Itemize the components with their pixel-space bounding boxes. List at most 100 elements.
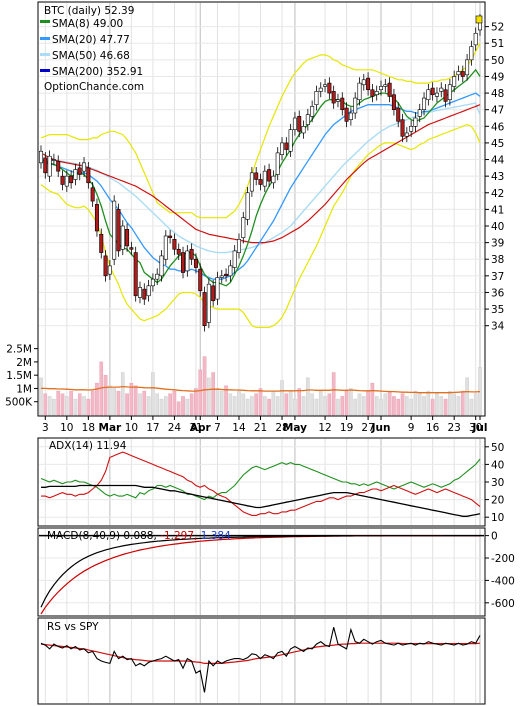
candle-body-72 — [348, 112, 353, 120]
candle-body-11 — [86, 167, 91, 184]
volume-bar-97 — [456, 396, 461, 416]
candle-body-33 — [181, 252, 186, 273]
macd-title: MACD(8,40,9) 0.088, -1.297, 1.384 — [47, 530, 231, 542]
price-tick-label-35: 35 — [491, 304, 504, 316]
candle-body-77 — [370, 89, 375, 97]
candle-body-64 — [314, 91, 319, 106]
rs-line — [40, 627, 481, 693]
candle-body-91 — [430, 87, 435, 96]
date-tick-label-14: 12 — [318, 422, 331, 434]
legend-label-sma200: SMA(200) 352.91 — [52, 66, 143, 78]
candle-body-70 — [340, 97, 345, 110]
adx-panel: 50 40 30 20 10 ADX(14) 11.94 — [37, 437, 504, 527]
candle-body-93 — [439, 87, 444, 92]
candle-body-81 — [387, 82, 392, 97]
price-tick-label-47: 47 — [491, 105, 504, 117]
volume-bar-22 — [133, 385, 138, 416]
macd-y-axis: 0 -200 -400 -600 — [485, 531, 515, 610]
volume-bar-78 — [374, 396, 379, 416]
volume-bar-12 — [90, 390, 95, 416]
candle-body-0 — [38, 150, 43, 164]
candle-body-13 — [94, 204, 99, 232]
macd-legend: MACD(8,40,9) 0.088, -1.297, 1.384 — [47, 530, 231, 542]
candle-body-101 — [473, 32, 478, 46]
volume-bar-98 — [460, 390, 465, 416]
candle-body-24 — [142, 288, 147, 300]
volume-bar-51 — [258, 388, 263, 416]
volume-bar-37 — [198, 369, 203, 416]
date-tick-label-17: Jun — [371, 422, 391, 434]
candle-body-53 — [267, 169, 272, 182]
candle-body-29 — [163, 235, 168, 260]
candle-body-49 — [249, 172, 254, 192]
volume-bar-96 — [452, 393, 456, 416]
date-tick-label-13: May — [283, 422, 307, 434]
candle-body-7 — [69, 175, 74, 184]
candle-body-5 — [60, 175, 65, 185]
candle-body-17 — [112, 200, 117, 260]
macd-histogram-value: 1.384 — [201, 530, 231, 542]
date-tick-label-11: 21 — [254, 422, 267, 434]
volume-bar-64 — [314, 398, 319, 416]
date-tick-label-0: 3 — [42, 422, 49, 434]
candle-body-79 — [379, 86, 384, 91]
volume-bar-75 — [361, 396, 366, 416]
macd-tick-label--600: -600 — [491, 598, 515, 610]
candle-body-40 — [211, 285, 216, 302]
volume-bar-38 — [202, 356, 207, 416]
volume-bar-59 — [293, 398, 297, 416]
candle-body-61 — [301, 126, 306, 134]
candle-body-60 — [297, 116, 302, 132]
candle-body-41 — [215, 277, 220, 300]
date-tick-label-20: 23 — [447, 422, 460, 434]
volume-bar-55 — [275, 396, 280, 416]
candle-body-1 — [43, 157, 48, 174]
volume-bar-31 — [172, 390, 177, 416]
volume-bar-68 — [331, 372, 336, 416]
legend-label-sma8: SMA(8) 49.00 — [52, 18, 123, 30]
volume-tick-label-0: 2.5M — [6, 344, 32, 356]
brand-label: OptionChance.com — [44, 81, 144, 93]
volume-tick-label-4: 500K — [5, 397, 33, 409]
candle-body-20 — [125, 229, 130, 247]
volume-bar-95 — [448, 390, 452, 416]
macd-tick-label--200: -200 — [491, 553, 515, 565]
macd-panel: 0 -200 -400 -600 MACD(8,40,9) 0.088, -1.297… — [37, 527, 515, 617]
volume-bar-82 — [392, 396, 396, 416]
legend-label-sma20: SMA(20) 47.77 — [52, 34, 130, 46]
adx-tick-label-30: 30 — [491, 477, 504, 489]
volume-bar-101 — [473, 393, 478, 416]
candle-body-10 — [82, 162, 87, 172]
volume-bar-16 — [108, 385, 112, 416]
volume-bar-74 — [357, 393, 362, 416]
price-tick-label-40: 40 — [491, 221, 504, 233]
volume-bar-20 — [125, 393, 129, 416]
candle-body-32 — [176, 248, 181, 255]
candle-body-94 — [443, 89, 448, 102]
volume-bar-21 — [129, 382, 134, 416]
candle-body-66 — [323, 84, 328, 87]
volume-bar-18 — [116, 390, 121, 416]
volume-bar-1 — [43, 393, 48, 416]
volume-bar-48 — [245, 398, 250, 416]
macd-grid — [39, 529, 484, 615]
candle-body-43 — [224, 273, 229, 277]
price-tick-label-41: 41 — [491, 204, 504, 216]
volume-bar-76 — [366, 390, 370, 416]
volume-bar-90 — [426, 390, 431, 416]
date-tick-label-7: 31 — [189, 422, 202, 434]
volume-bar-86 — [409, 398, 413, 416]
date-tick-label-2: 18 — [82, 422, 95, 434]
candle-body-3 — [51, 159, 56, 161]
candle-body-68 — [331, 91, 336, 104]
volume-bar-93 — [439, 396, 444, 416]
date-tick-label-1: 10 — [60, 422, 73, 434]
volume-bar-79 — [379, 398, 383, 416]
candle-body-87 — [413, 117, 418, 127]
candle-body-69 — [335, 99, 340, 102]
price-tick-label-48: 48 — [491, 88, 504, 100]
volume-bar-63 — [310, 393, 314, 416]
candle-body-54 — [271, 175, 276, 184]
candle-body-8 — [73, 169, 78, 180]
volume-bar-17 — [112, 388, 116, 416]
